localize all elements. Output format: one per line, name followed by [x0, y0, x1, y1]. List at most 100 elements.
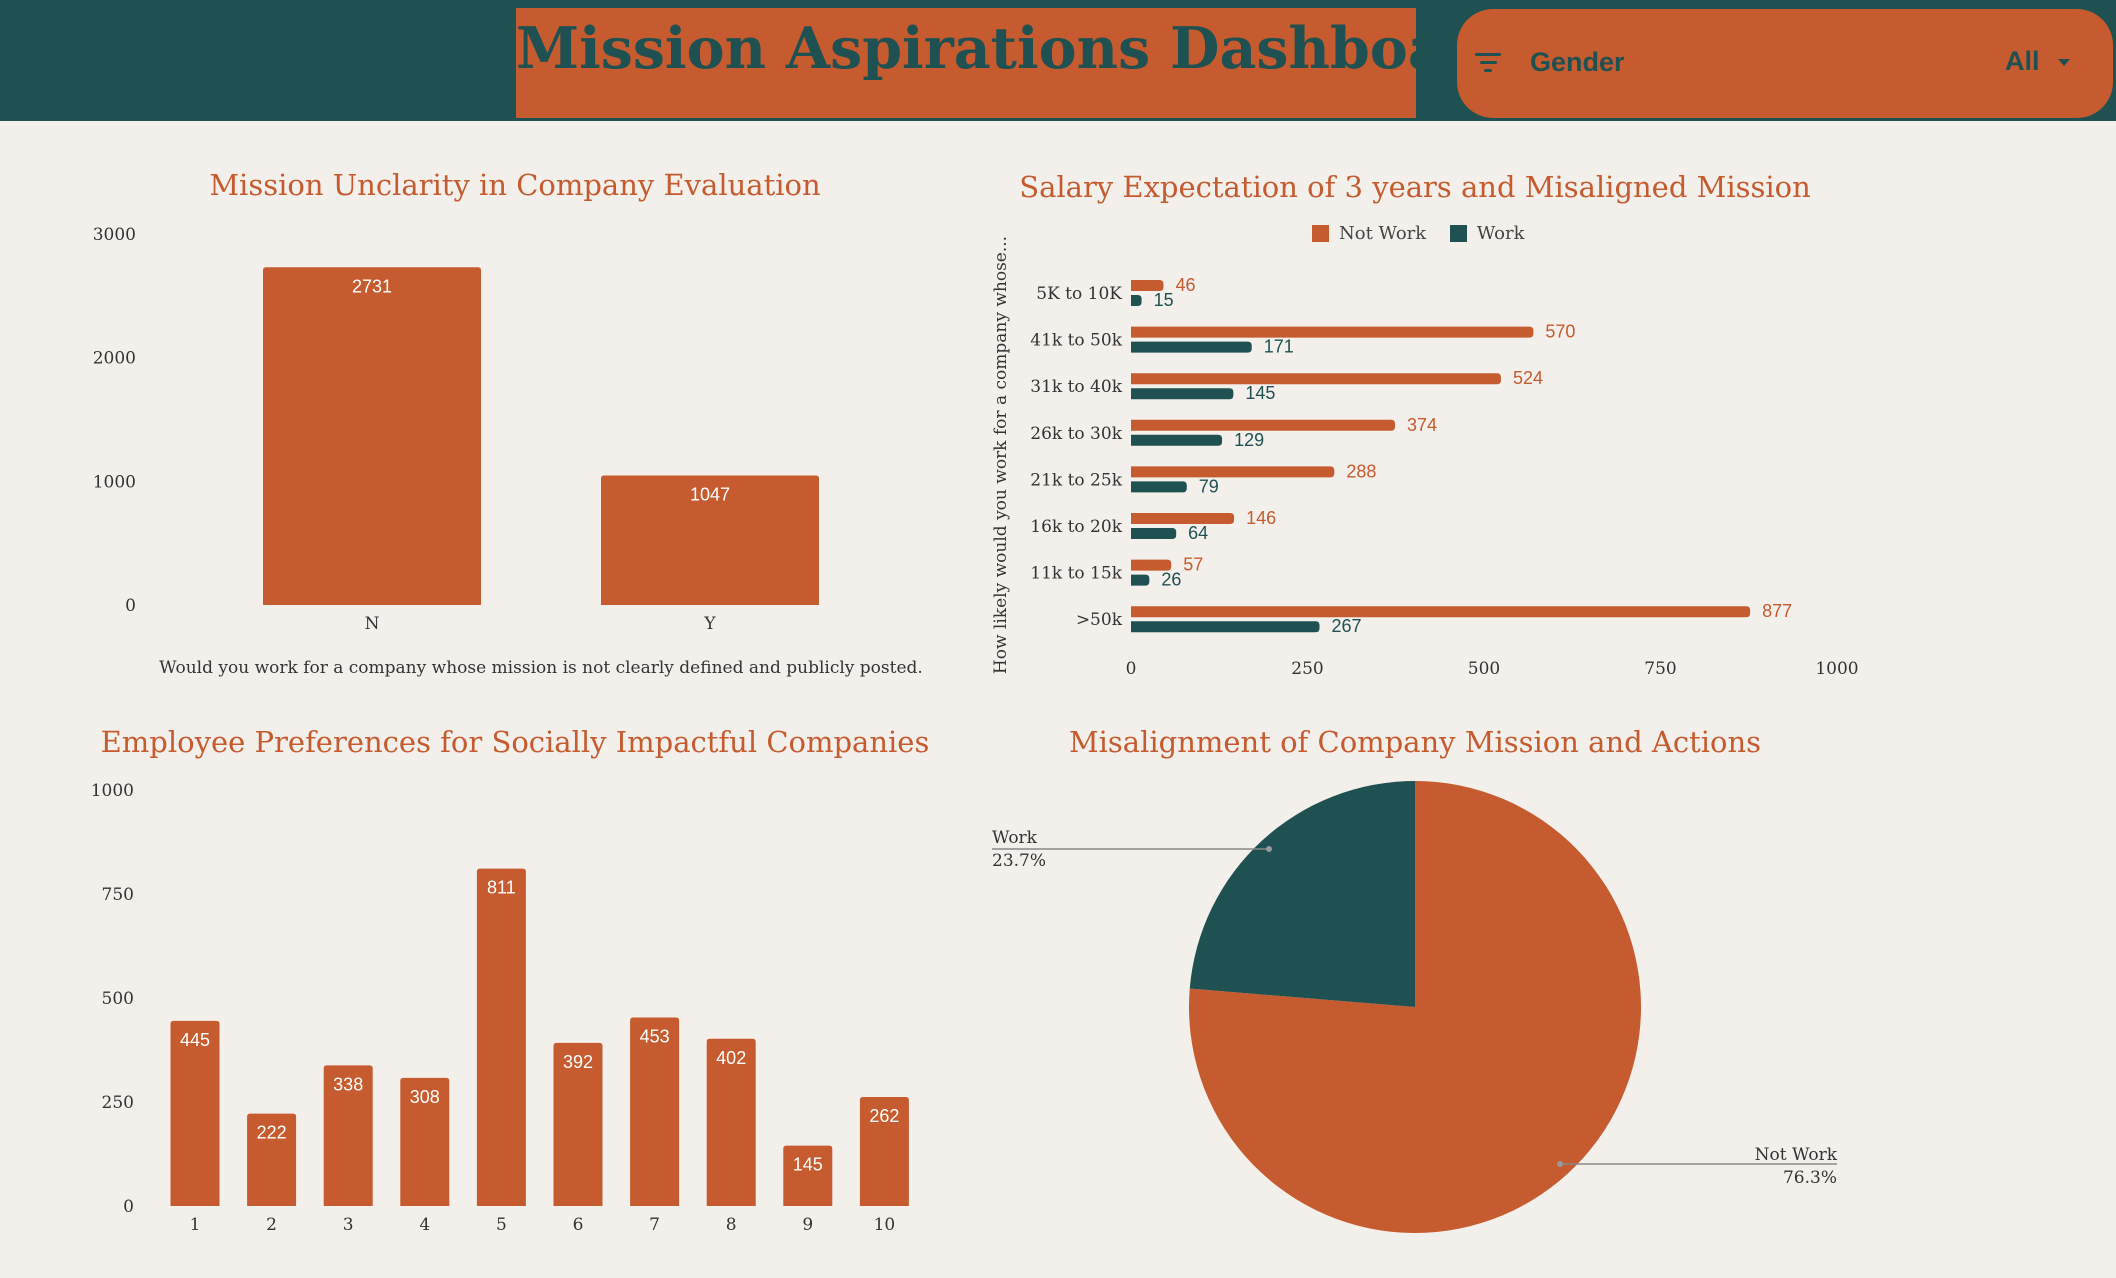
bar: [1131, 481, 1187, 493]
x-axis-label: Would you work for a company whose missi…: [159, 658, 923, 678]
pie-percent: 23.7%: [992, 851, 1046, 871]
y-tick-label: 21k to 25k: [1030, 470, 1122, 490]
data-label: 267: [1332, 616, 1362, 636]
bar: [859, 1097, 909, 1206]
bar: [1131, 466, 1335, 478]
gender-filter-dropdown[interactable]: Gender All: [1457, 9, 2113, 118]
x-tick-label: N: [365, 614, 380, 634]
y-tick-label: 0: [123, 1197, 134, 1217]
leader-dot: [1557, 1161, 1563, 1167]
bar: [601, 475, 819, 605]
filter-label: Gender: [1530, 47, 1625, 77]
data-label: 374: [1407, 415, 1437, 435]
bar: [1131, 574, 1150, 586]
x-tick-label: 2: [266, 1215, 277, 1235]
data-label: 524: [1513, 368, 1543, 388]
data-label: 171: [1264, 337, 1294, 357]
data-label: 453: [640, 1027, 670, 1047]
bar: [263, 267, 481, 605]
bar: [1131, 341, 1252, 353]
filter-icon: [1475, 53, 1505, 75]
y-tick-label: 2000: [93, 349, 136, 369]
data-label: 26: [1161, 570, 1181, 590]
y-axis-label: How likely would you work for a company …: [991, 236, 1011, 674]
social-impact-title: Employee Preferences for Socially Impact…: [100, 725, 930, 759]
data-label: 46: [1175, 275, 1195, 295]
y-tick-label: >50k: [1076, 610, 1123, 630]
bar: [1131, 373, 1501, 385]
x-tick-label: 1000: [1815, 659, 1858, 679]
y-tick-label: 0: [125, 596, 136, 616]
bar: [476, 868, 526, 1206]
y-tick-label: 31k to 40k: [1030, 377, 1122, 397]
bar: [1131, 559, 1172, 571]
page-title: Mission Aspirations Dashboard: [516, 15, 1515, 82]
misalignment-title: Misalignment of Company Mission and Acti…: [1068, 725, 1762, 759]
y-tick-label: 1000: [91, 781, 134, 801]
x-tick-label: 0: [1126, 659, 1137, 679]
data-label: 288: [1346, 461, 1376, 481]
x-tick-label: 5: [496, 1215, 507, 1235]
bar: [1131, 280, 1164, 291]
bar: [1131, 295, 1142, 306]
pie-percent: 76.3%: [1783, 1168, 1837, 1188]
y-tick-label: 5K to 10K: [1036, 284, 1122, 304]
bar: [247, 1113, 297, 1206]
legend-item-work: Work: [1449, 223, 1525, 244]
pie-label: Not Work: [1755, 1145, 1838, 1165]
x-tick-label: 1: [190, 1215, 201, 1235]
bar: [630, 1017, 680, 1206]
legend-swatch-work: [1449, 225, 1467, 242]
x-tick-label: 6: [573, 1215, 584, 1235]
bar: [1131, 606, 1751, 618]
data-label: 222: [257, 1123, 287, 1143]
data-label: 146: [1246, 508, 1276, 528]
bar: [1131, 434, 1223, 446]
bar: [323, 1065, 373, 1206]
leader-dot: [1266, 846, 1272, 852]
data-label: 445: [180, 1030, 210, 1050]
data-label: 57: [1183, 555, 1203, 575]
x-tick-label: 7: [649, 1215, 660, 1235]
x-tick-label: Y: [703, 614, 716, 634]
bar: [1131, 388, 1234, 400]
x-tick-label: 10: [874, 1215, 896, 1235]
y-tick-label: 16k to 20k: [1030, 517, 1122, 537]
data-label: 129: [1234, 430, 1264, 450]
chevron-down-icon: [2058, 59, 2070, 66]
bar: [400, 1077, 450, 1206]
data-label: 392: [563, 1052, 593, 1072]
x-tick-label: 3: [343, 1215, 354, 1235]
y-tick-label: 11k to 15k: [1030, 564, 1122, 584]
data-label: 402: [716, 1048, 746, 1068]
x-tick-label: 9: [802, 1215, 813, 1235]
y-tick-label: 750: [102, 885, 134, 905]
data-label: 145: [1245, 383, 1275, 403]
bar: [783, 1145, 833, 1206]
data-label: 262: [869, 1106, 899, 1126]
y-tick-label: 26k to 30k: [1030, 424, 1122, 444]
data-label: 338: [333, 1074, 363, 1094]
salary-legend: Not Work Work: [1312, 223, 1543, 244]
bar: [1131, 528, 1177, 539]
y-tick-label: 1000: [93, 472, 136, 492]
x-tick-label: 250: [1291, 659, 1323, 679]
bar: [706, 1038, 756, 1206]
data-label: 877: [1762, 601, 1792, 621]
legend-label-not-work: Not Work: [1339, 223, 1427, 244]
bar: [1131, 326, 1534, 338]
pie-slice: [1189, 781, 1415, 1007]
y-tick-label: 3000: [93, 225, 136, 245]
bar: [170, 1020, 220, 1206]
data-label: 811: [487, 878, 516, 898]
legend-swatch-not-work: [1312, 225, 1329, 242]
x-tick-label: 8: [726, 1215, 737, 1235]
legend-item-not-work: Not Work: [1312, 223, 1426, 244]
data-label: 1047: [690, 485, 730, 505]
data-label: 15: [1154, 290, 1174, 310]
data-label: 64: [1188, 523, 1208, 543]
bar: [553, 1042, 603, 1206]
pie-label: Work: [992, 828, 1038, 848]
